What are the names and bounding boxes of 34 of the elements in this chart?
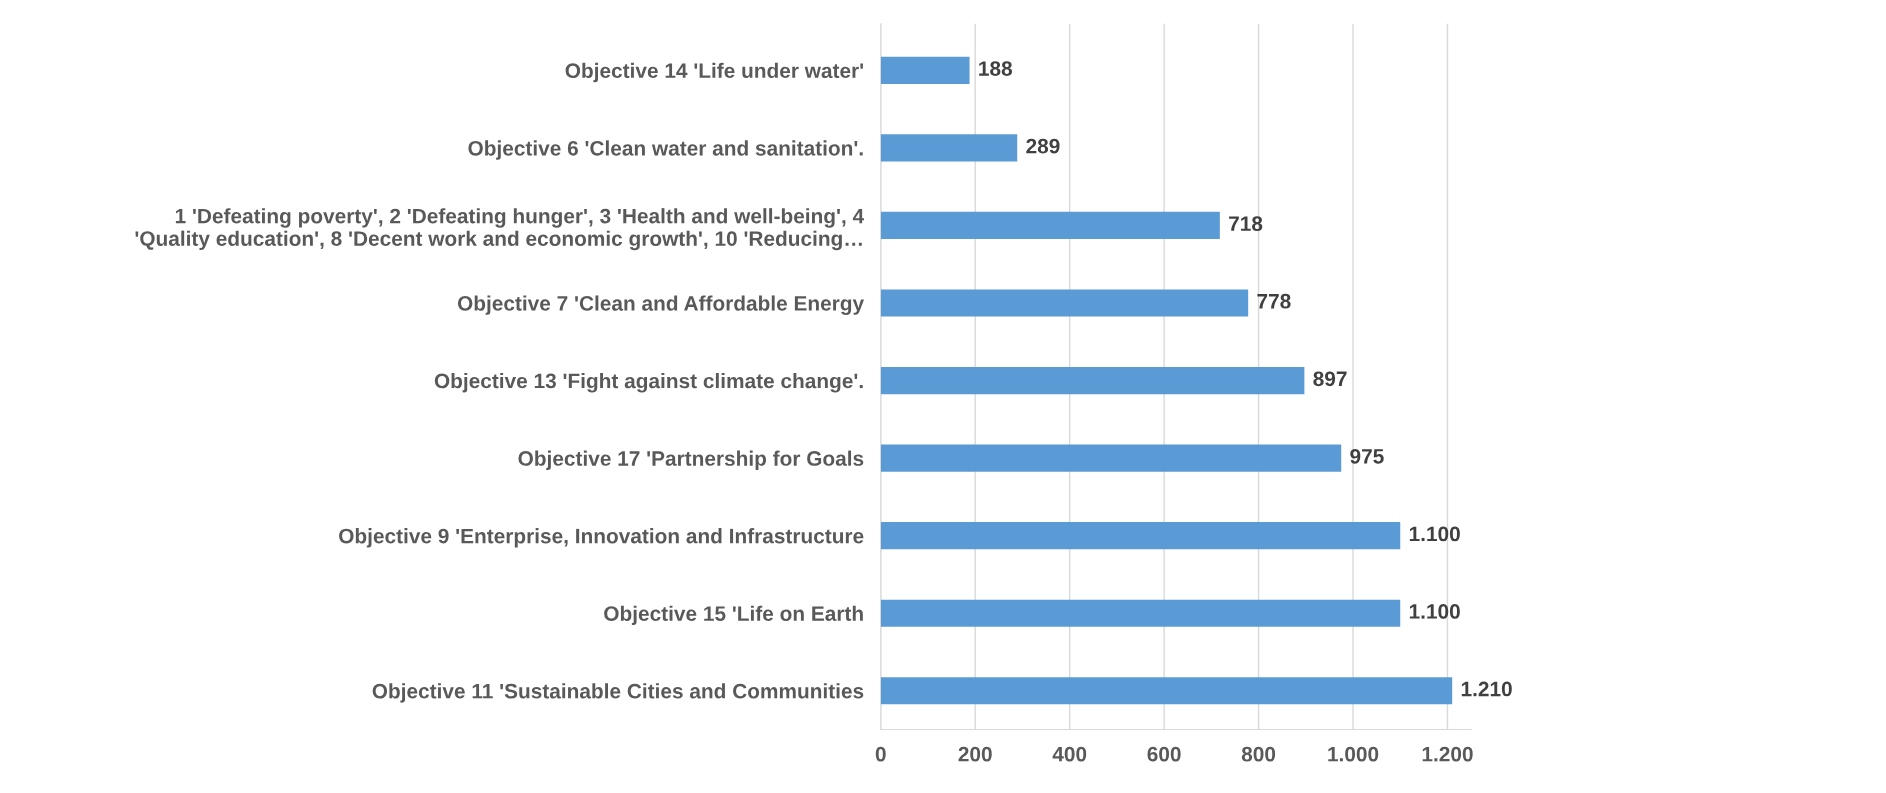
x-tick-label: 1.000 — [1328, 746, 1379, 762]
data-label: 188 — [979, 61, 1012, 76]
bar — [880, 677, 1453, 705]
y-tick-label: Objective 11 'Sustainable Cities and Communities — [372, 683, 864, 703]
bar — [880, 366, 1305, 395]
y-tick-label: Objective 15 'Life on Earth — [604, 605, 863, 626]
x-tick-label: 400 — [1052, 746, 1087, 762]
bar — [880, 522, 1401, 550]
bar — [880, 134, 1018, 162]
data-label: 289 — [1026, 138, 1060, 154]
bar — [880, 444, 1342, 472]
x-tick-label: 1.200 — [1422, 746, 1473, 762]
data-label: 718 — [1229, 216, 1263, 232]
data-label: 897 — [1313, 371, 1347, 387]
x-tick-label: 600 — [1147, 746, 1181, 762]
y-tick-label: 1 'Defeating poverty', 2 'Defeating hunger', 3 'Health and well-being', 4 'Quality education', 8 'Decent work and economic growth', 10 'Reducing… — [135, 208, 865, 251]
data-label: 975 — [1350, 448, 1384, 464]
x-tick-label: 0 — [875, 746, 886, 762]
x-tick-label: 800 — [1241, 746, 1276, 762]
data-label: 778 — [1257, 293, 1291, 309]
y-tick-label: Objective 7 'Clean and Affordable Energy — [457, 295, 865, 315]
y-tick-label: Objective 6 'Clean water and sanitation'. — [468, 140, 863, 160]
data-label: 1.100 — [1409, 604, 1460, 619]
y-tick-label: Objective 14 'Life under water' — [565, 62, 864, 83]
bar — [880, 599, 1401, 627]
y-tick-label: Objective 13 'Fight against climate change'. — [434, 373, 863, 393]
data-label: 1.100 — [1409, 526, 1460, 542]
bar — [880, 211, 1220, 240]
x-tick-label: 200 — [958, 746, 992, 762]
y-tick-label: Objective 9 'Enterprise, Innovation and Infrastructure — [339, 528, 864, 548]
bar — [880, 289, 1249, 317]
y-tick-label: Objective 17 'Partnership for Goals — [518, 450, 864, 470]
bar — [880, 56, 970, 84]
data-label: 1.210 — [1461, 681, 1512, 697]
